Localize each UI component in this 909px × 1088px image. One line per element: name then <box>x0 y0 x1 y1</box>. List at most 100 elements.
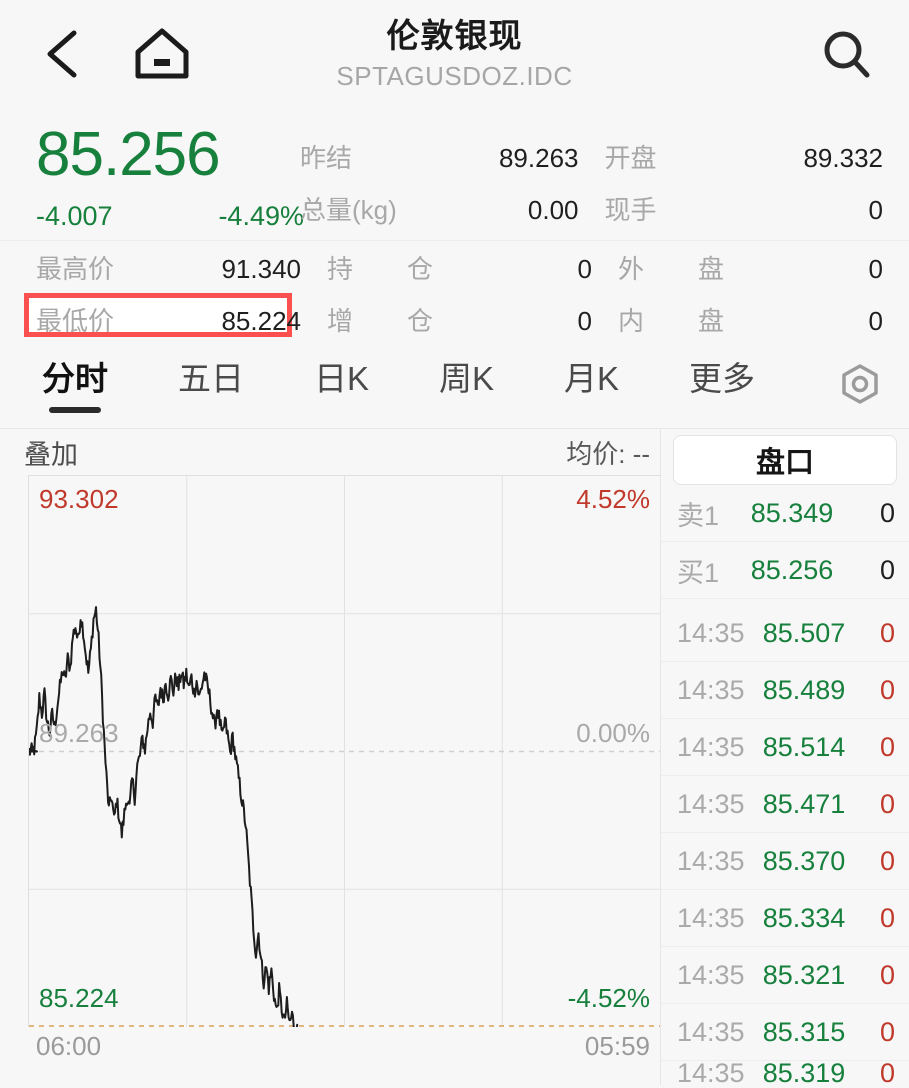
tick-time: 14:35 <box>677 845 745 876</box>
bid-label: 买1 <box>677 557 720 588</box>
stat-label: 总量(kg) <box>300 195 397 225</box>
back-button[interactable] <box>40 27 86 81</box>
stat-value: 0 <box>868 195 883 225</box>
change-percent: -4.49% <box>218 201 304 231</box>
order-book-bid-row[interactable]: 买1 85.256 0 <box>661 542 909 599</box>
tab-fenshi[interactable]: 分时 <box>42 347 108 411</box>
trade-tick-row[interactable]: 14:35 85.471 0 <box>661 776 909 833</box>
search-button[interactable] <box>819 26 875 91</box>
chevron-left-icon <box>47 30 77 78</box>
home-button[interactable] <box>132 26 192 82</box>
chart-price-line <box>29 606 299 1027</box>
intraday-chart[interactable]: 93.302 4.52% 89.263 0.00% 85.224 -4.52% <box>28 475 660 1027</box>
tick-qty: 0 <box>879 731 895 762</box>
tick-time: 14:35 <box>677 959 745 990</box>
trade-tick-row[interactable]: 14:35 85.334 0 <box>661 890 909 947</box>
stat-label: 开盘 <box>604 143 657 173</box>
trade-tick-list[interactable]: 14:35 85.507 0 14:35 85.489 0 14:35 85.514 0 14:3… <box>661 605 909 1085</box>
stat-open: 开盘 89.332 <box>605 132 884 184</box>
stat-label: 最高价 <box>36 254 115 284</box>
tick-price: 85.514 <box>762 731 846 762</box>
tick-time: 14:35 <box>677 788 745 819</box>
ask-qty: 0 <box>879 497 895 528</box>
trade-tick-row[interactable]: 14:35 85.315 0 <box>661 1004 909 1061</box>
order-book-ask-row[interactable]: 卖1 85.349 0 <box>661 485 909 542</box>
tab-more[interactable]: 更多 <box>689 360 756 397</box>
tick-qty: 0 <box>879 959 895 990</box>
tick-qty: 0 <box>879 674 895 705</box>
trade-tick-row[interactable]: 14:35 85.514 0 <box>661 719 909 776</box>
tick-time: 14:35 <box>677 1061 745 1085</box>
trade-tick-row[interactable]: 14:35 85.321 0 <box>661 947 909 1004</box>
indicator-settings-button[interactable] <box>839 347 881 412</box>
stat-high-price: 最高价 91.340 <box>36 243 301 295</box>
stat-open-interest: 持 仓 0 <box>327 243 592 295</box>
chart-tabs: 分时 五日 日K 周K 月K 更多 <box>0 347 909 429</box>
stat-value: 0 <box>577 306 592 336</box>
stat-outer-volume: 外 盘 0 <box>618 243 883 295</box>
chart-label-top-left: 93.302 <box>39 484 119 514</box>
tick-price: 85.319 <box>762 1061 846 1085</box>
tick-price: 85.370 <box>762 845 846 876</box>
trade-tick-row[interactable]: 14:35 85.507 0 <box>661 605 909 662</box>
trade-tick-row[interactable]: 14:35 85.370 0 <box>661 833 909 890</box>
chart-horizontal-gridlines <box>29 613 660 890</box>
order-book-panel: 盘口 卖1 85.349 0 买1 85.256 0 14:35 85.507 0 1… <box>660 429 909 1085</box>
stat-value: 0.00 <box>527 195 579 225</box>
main-content: 叠加 均价: -- 93.302 4.52% 89.263 0.00% 85.2… <box>0 429 909 1085</box>
stat-label: 外 盘 <box>618 254 739 284</box>
chart-toolbar: 叠加 均价: -- <box>0 429 660 475</box>
tab-daily-k[interactable]: 日K <box>314 360 370 397</box>
page-subtitle: SPTAGUSDOZ.IDC <box>336 61 573 91</box>
last-price: 85.256 <box>36 120 221 189</box>
tick-qty: 0 <box>879 1061 895 1085</box>
tick-qty: 0 <box>879 1016 895 1047</box>
home-icon <box>135 28 189 79</box>
change-row: -4.007 -4.49% <box>36 192 304 240</box>
stat-current-hand: 现手 0 <box>605 184 884 236</box>
tick-price: 85.507 <box>762 617 846 648</box>
stat-value: 0 <box>577 254 592 284</box>
chart-label-mid-left: 89.263 <box>39 718 119 748</box>
tick-price: 85.321 <box>762 959 846 990</box>
bid-qty: 0 <box>879 554 895 585</box>
chart-label-bottom-left: 85.224 <box>39 983 119 1013</box>
tick-price: 85.334 <box>762 902 846 933</box>
nav-left-group <box>40 26 192 82</box>
quote-summary: 85.256 -4.007 -4.49% 昨结 89.263 总量(kg) 0.… <box>0 118 909 240</box>
average-price-readout: 均价: -- <box>566 438 650 469</box>
tab-weekly-k[interactable]: 周K <box>439 360 495 397</box>
stat-total-volume: 总量(kg) 0.00 <box>300 184 579 236</box>
tab-five-day[interactable]: 五日 <box>178 360 244 397</box>
tick-time: 14:35 <box>677 674 745 705</box>
hexagon-settings-icon <box>842 364 878 404</box>
extra-column-2: 持 仓 0 增 仓 0 <box>327 243 618 347</box>
chart-label-mid-right: 0.00% <box>576 718 650 748</box>
tick-time: 14:35 <box>677 617 745 648</box>
highlight-box <box>24 293 292 337</box>
ask-label: 卖1 <box>677 500 720 531</box>
title-block: 伦敦银现 SPTAGUSDOZ.IDC <box>0 14 909 94</box>
stat-prev-close: 昨结 89.263 <box>300 132 579 184</box>
stat-label: 最低价 <box>36 306 115 336</box>
stat-low-price: 最低价 85.224 <box>36 295 301 347</box>
stat-value: 0 <box>868 254 883 284</box>
tick-qty: 0 <box>879 617 895 648</box>
extra-column-1: 最高价 91.340 最低价 85.224 <box>0 243 327 347</box>
stat-inner-volume: 内 盘 0 <box>618 295 883 347</box>
stat-open-interest-change: 增 仓 0 <box>327 295 592 347</box>
chart-canvas <box>29 476 660 1027</box>
chart-column: 叠加 均价: -- 93.302 4.52% 89.263 0.00% 85.2… <box>0 429 660 1085</box>
stat-label: 昨结 <box>300 143 353 173</box>
overlay-button[interactable]: 叠加 <box>24 439 78 470</box>
extra-column-3: 外 盘 0 内 盘 0 <box>618 243 909 347</box>
trade-tick-row[interactable]: 14:35 85.489 0 <box>661 662 909 719</box>
trade-tick-row[interactable]: 14:35 85.319 0 <box>661 1061 909 1085</box>
ask-price: 85.349 <box>750 497 834 528</box>
tab-pankou[interactable]: 盘口 <box>673 435 897 485</box>
change-absolute: -4.007 <box>36 201 113 231</box>
tab-monthly-k[interactable]: 月K <box>564 360 620 397</box>
stat-label: 内 盘 <box>618 306 739 336</box>
low-price-highlight-wrapper: 最低价 85.224 <box>24 293 301 347</box>
quote-stats: 昨结 89.263 总量(kg) 0.00 开盘 89.332 现手 0 <box>300 118 909 240</box>
